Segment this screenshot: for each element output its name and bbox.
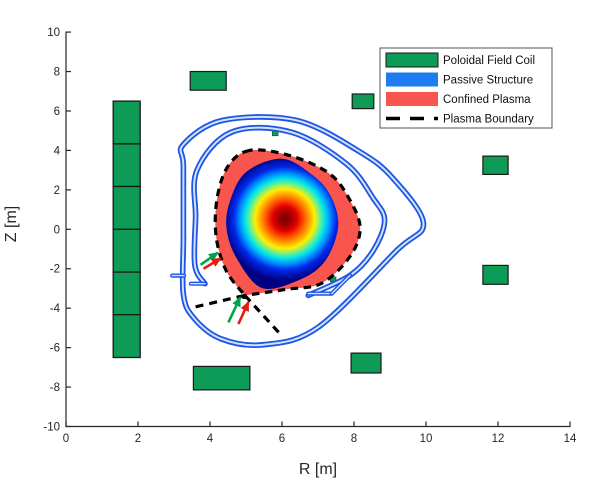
legend-swatch [386, 92, 438, 106]
solenoid-segment [112, 314, 141, 359]
x-tick-label: 14 [564, 433, 577, 445]
solenoid-segment [112, 185, 141, 230]
plasma-layer [195, 148, 362, 335]
legend-label: Poloidal Field Coil [443, 55, 535, 67]
coils-layer [112, 70, 509, 391]
inner-wall-path-gap [193, 126, 386, 297]
y-tick-label: 2 [54, 185, 60, 197]
legend-label: Plasma Boundary [443, 114, 534, 126]
x-tick-label: 10 [420, 433, 433, 445]
legend-label: Confined Plasma [443, 94, 531, 106]
arrows-layer [199, 251, 250, 325]
y-tick-label: 0 [54, 224, 60, 236]
y-tick-label: -8 [50, 382, 60, 394]
solenoid-segment [112, 228, 141, 273]
y-tick-label: -6 [50, 343, 60, 355]
solenoid-segment [112, 271, 141, 316]
xpoint-green-arrow [227, 296, 242, 323]
solenoid-segment [112, 143, 141, 188]
y-axis-label: Z [m] [3, 206, 20, 242]
y-tick-label: -2 [50, 264, 60, 276]
x-tick-label: 6 [279, 433, 285, 445]
x-tick-label: 8 [351, 433, 357, 445]
pf-coil-upper-right-coil [351, 93, 375, 110]
divertor-right-leg [243, 294, 281, 335]
solenoid-segment [112, 100, 141, 145]
pf-coil-outer-upper-coil [482, 155, 509, 176]
pf-coil-bottom-right-coil [350, 352, 382, 374]
y-tick-label: 10 [47, 27, 60, 39]
x-tick-label: 0 [63, 433, 69, 445]
legend-label: Passive Structure [443, 75, 533, 87]
legend-swatch [385, 52, 439, 68]
x-tick-label: 2 [135, 433, 141, 445]
legend-swatch [386, 72, 438, 87]
outer-wall-path-gap [179, 115, 425, 347]
pf-coil-outer-lower-coil [482, 264, 509, 285]
midplane-green-arrow [199, 251, 219, 266]
legend: Poloidal Field Coil Passive Structure Conf… [379, 47, 553, 129]
x-axis-label: R [m] [299, 461, 337, 478]
y-tick-label: -4 [50, 303, 61, 315]
plasma-boundary-dashed [213, 148, 362, 300]
y-tick-label: 8 [54, 67, 60, 79]
midplane-red-arrow [202, 257, 222, 270]
y-tick-label: -10 [43, 422, 60, 434]
axes-layer: 0 2 4 6 8 10 12 14 -10 -8 -6 -4 -2 0 2 4 6 8 10 [43, 27, 577, 445]
xpoint-red-arrow [237, 300, 250, 325]
y-tick-label: 4 [54, 145, 61, 157]
right-baffle-side-gap [331, 274, 351, 295]
x-tick-label: 12 [492, 433, 505, 445]
y-tick-label: 6 [54, 106, 60, 118]
x-tick-label: 4 [207, 433, 214, 445]
pf-coil-top-coil [189, 70, 227, 91]
plasma-core [226, 158, 339, 289]
passive-structure-layer [170, 114, 427, 348]
pf-coil-bottom-left-coil [192, 365, 251, 391]
